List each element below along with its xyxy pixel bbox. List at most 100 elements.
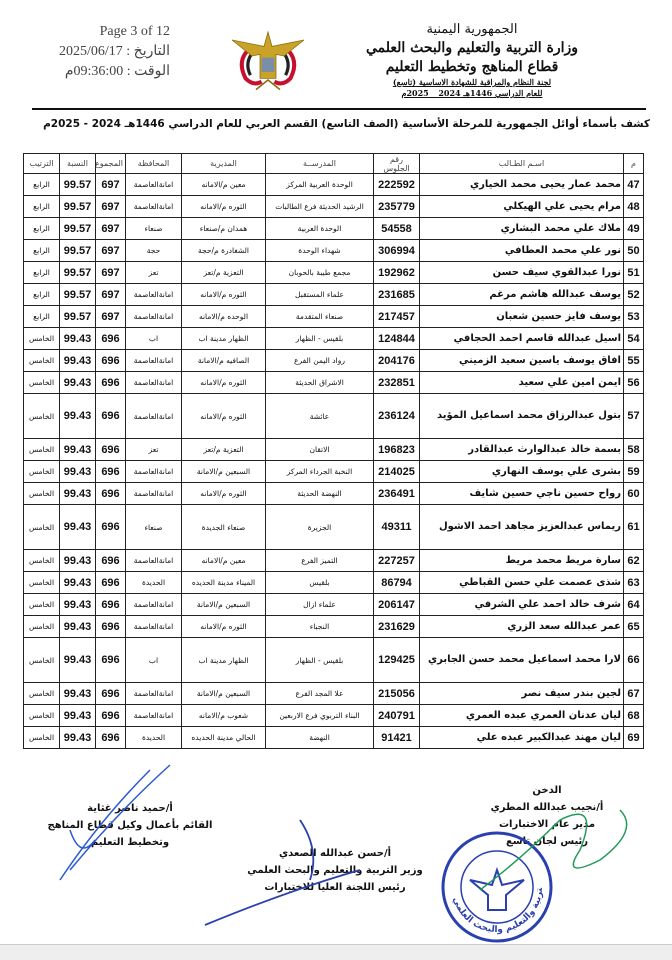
col-seat-number: 192962 [373,261,420,284]
col-index: 60 [623,482,644,505]
col-index: 62 [623,549,644,572]
col-percentage: 99.57 [59,195,96,218]
col-school: علا المجد الفرع [265,682,374,705]
header-col-seat-number: رقم الجلوس [373,153,420,174]
print-time: الوقت : 09:36:00م [64,64,170,79]
col-school: بلقيس [265,571,374,594]
col-percentage: 99.43 [59,637,96,683]
signature-deputy: أ/حميد ناصر غثاية القائم بأعمال وكيل قطا… [30,800,230,851]
col-school: مجمع طيبة بالحوبان [265,261,374,284]
col-index: 59 [623,460,644,483]
col-seat-number: 124844 [373,327,420,350]
signature-line: القائم بأعمال وكيل قطاع المناهج [47,820,213,831]
col-seat-number: 231685 [373,283,420,306]
col-total: 696 [95,327,126,350]
header-col-rank: الترتيب [23,153,60,174]
col-governorate: امانةالعاصمة [125,482,182,505]
col-directorate: الظهار مدينة اب [181,327,266,350]
col-student-name: يوسف فايز حسين شعبان [419,305,624,328]
col-school: عائشة [265,393,374,439]
col-percentage: 99.43 [59,593,96,616]
col-school: الاتقان [265,438,374,461]
col-governorate: امانةالعاصمة [125,704,182,727]
col-directorate: الثوره م/الامانه [181,393,266,439]
col-total: 696 [95,438,126,461]
col-governorate: امانةالعاصمة [125,195,182,218]
col-directorate: الشغادرة م/حجة [181,239,266,262]
col-directorate: الثوره م/الامانه [181,195,266,218]
col-total: 696 [95,460,126,483]
col-student-name: افاق يوسف ياسين سعيد الزميني [419,349,624,372]
col-student-name: بسمة خالد عبدالوارث عبدالقادر [419,438,624,461]
col-school: علماء المستقبل [265,283,374,306]
page-number: Page 3 of 12 [99,24,170,39]
col-school: النهضة [265,726,374,749]
col-seat-number: 204176 [373,349,420,372]
col-percentage: 99.43 [59,726,96,749]
col-rank: الخامس [23,615,60,638]
header-line: وزارة التربية والتعليم والبحث العلمي [365,40,579,56]
table-row: 48 مرام يحيى علي الهيكلي 235779 الرشيد الحد… [23,195,644,218]
header-line: لجنة النظام والمراقبة للشهادة الاساسية (… [392,77,552,87]
col-rank: الرابع [23,173,60,196]
col-seat-number: 215056 [373,682,420,705]
col-percentage: 99.43 [59,460,96,483]
table-row: 54 اسيل عبدالله قاسم احمد الحجافي 124844 بل… [23,327,644,350]
col-seat-number: 240791 [373,704,420,727]
col-governorate: اب [125,327,182,350]
col-index: 58 [623,438,644,461]
col-index: 64 [623,593,644,616]
col-governorate: حجة [125,239,182,262]
col-index: 56 [623,371,644,394]
col-total: 696 [95,482,126,505]
col-school: بلقيس - الظهار [265,327,374,350]
col-student-name: ايمن امين علي سعيد [419,371,624,394]
col-governorate: امانةالعاصمة [125,549,182,572]
col-student-name: نور علي محمد العطافي [419,239,624,262]
col-school: النجباء [265,615,374,638]
col-seat-number: 206147 [373,593,420,616]
col-directorate: الثوره م/الامانه [181,371,266,394]
col-directorate: شعوب م/الامانه [181,704,266,727]
col-total: 696 [95,549,126,572]
col-total: 696 [95,371,126,394]
document-title: كشف بأسماء أوائل الجمهورية للمرحلة الأسا… [43,118,650,130]
col-school: الرشيد الحديثة فرع الطالبات [265,195,374,218]
col-total: 696 [95,349,126,372]
col-seat-number: 222592 [373,173,420,196]
col-index: 47 [623,173,644,196]
col-school: شهداء الوحدة [265,239,374,262]
header-line: الجمهورية اليمنية [426,22,518,37]
col-total: 697 [95,173,126,196]
col-total: 696 [95,704,126,727]
col-school: النخبة الجرداء المركز [265,460,374,483]
col-index: 48 [623,195,644,218]
col-index: 69 [623,726,644,749]
col-student-name: اسيل عبدالله قاسم احمد الحجافي [419,327,624,350]
signature-line: أ/حميد ناصر غثاية [87,803,173,814]
col-rank: الخامس [23,393,60,439]
header-col-directorate: المديرية [181,153,266,174]
col-percentage: 99.43 [59,615,96,638]
table-row: 56 ايمن امين علي سعيد 232851 الاشراق الحديث… [23,371,644,394]
col-school: صنعاء المتقدمة [265,305,374,328]
header-line: للعام الدراسي 1446هـ 2024 _ 2025م [401,88,543,98]
col-percentage: 99.57 [59,239,96,262]
col-student-name: سارة مريط محمد مريط [419,549,624,572]
col-index: 66 [623,637,644,683]
col-index: 51 [623,261,644,284]
table-row: 58 بسمة خالد عبدالوارث عبدالقادر 196823 الا… [23,438,644,461]
col-index: 61 [623,504,644,550]
col-directorate: التعزية م/تعز [181,261,266,284]
col-directorate: همدان م/صنعاء [181,217,266,240]
col-total: 697 [95,305,126,328]
header-col-percentage: النسبة [59,153,96,174]
table-row: 68 ليان عدنان العمري عبده العمري 240791 الب… [23,704,644,727]
col-seat-number: 54558 [373,217,420,240]
table-row: 59 بشرى علي يوسف النهاري 214025 النخبة الجر… [23,460,644,483]
col-directorate: الصافيه م/الامانة [181,349,266,372]
col-percentage: 99.43 [59,327,96,350]
col-directorate: السبعين م/الامانة [181,460,266,483]
col-index: 65 [623,615,644,638]
col-governorate: امانةالعاصمة [125,371,182,394]
